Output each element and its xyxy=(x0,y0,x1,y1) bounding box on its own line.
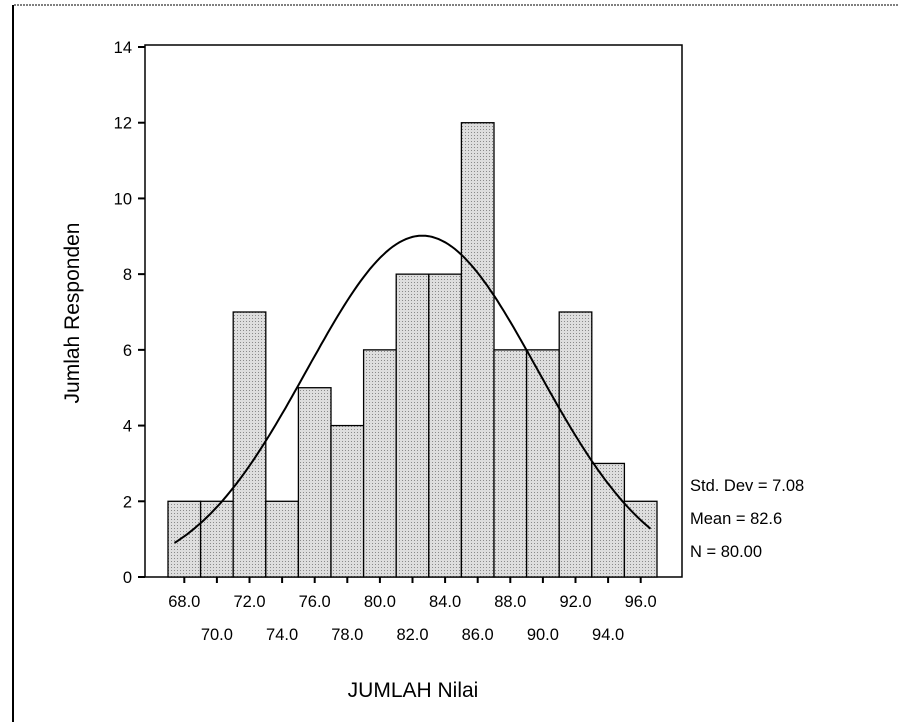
n-label: N = 80.00 xyxy=(690,543,762,561)
x-tick-label: 80.0 xyxy=(364,593,396,611)
x-tick-label: 76.0 xyxy=(299,593,331,611)
y-tick-label: 4 xyxy=(123,418,132,436)
histogram-bar xyxy=(265,500,300,578)
histogram-bar xyxy=(232,311,267,578)
x-tick-label: 70.0 xyxy=(201,626,233,644)
y-tick-label: 0 xyxy=(123,569,132,587)
histogram-bar xyxy=(428,273,463,578)
y-tick-label: 2 xyxy=(123,493,132,511)
normal-curve xyxy=(173,234,652,544)
x-tick-label: 96.0 xyxy=(625,593,657,611)
x-tick-label: 88.0 xyxy=(494,593,526,611)
histogram-bar xyxy=(591,462,626,578)
histogram-bars xyxy=(167,122,658,578)
y-tick-label: 6 xyxy=(123,342,132,360)
histogram-bar xyxy=(167,500,202,578)
x-tick-label: 68.0 xyxy=(168,593,200,611)
x-tick-label: 82.0 xyxy=(396,626,428,644)
histogram-bar xyxy=(297,387,332,578)
y-axis: 0 2 4 6 8 10 12 14 xyxy=(114,39,145,587)
x-tick-label: 86.0 xyxy=(462,626,494,644)
histogram-bar xyxy=(493,349,528,578)
x-tick-label: 74.0 xyxy=(266,626,298,644)
x-axis-label: JUMLAH Nilai xyxy=(348,679,479,702)
x-tick-label: 90.0 xyxy=(527,626,559,644)
y-tick-label: 8 xyxy=(123,266,132,284)
std-dev-label: Std. Dev = 7.08 xyxy=(690,477,804,495)
histogram-bar xyxy=(395,273,430,578)
y-tick-label: 12 xyxy=(114,115,132,133)
histogram-bar xyxy=(525,349,560,578)
x-tick-label: 94.0 xyxy=(592,626,624,644)
histogram-bar xyxy=(460,122,495,578)
histogram-bar xyxy=(623,500,658,578)
x-tick-label: 78.0 xyxy=(331,626,363,644)
histogram-bar xyxy=(558,311,593,578)
mean-label: Mean = 82.6 xyxy=(690,510,782,528)
x-tick-label: 72.0 xyxy=(233,593,265,611)
y-axis-label: Jumlah Responden xyxy=(61,223,84,404)
y-tick-label: 14 xyxy=(114,39,132,57)
histogram-bar xyxy=(199,500,234,578)
histogram-bar xyxy=(330,424,365,578)
x-tick-label: 92.0 xyxy=(559,593,591,611)
y-tick-label: 10 xyxy=(114,190,132,208)
histogram-bar xyxy=(362,349,397,578)
x-axis: 68.0 72.0 76.0 80.0 84.0 88.0 92.0 96.0 70.0 74.0… xyxy=(168,577,657,644)
x-tick-label: 84.0 xyxy=(429,593,461,611)
